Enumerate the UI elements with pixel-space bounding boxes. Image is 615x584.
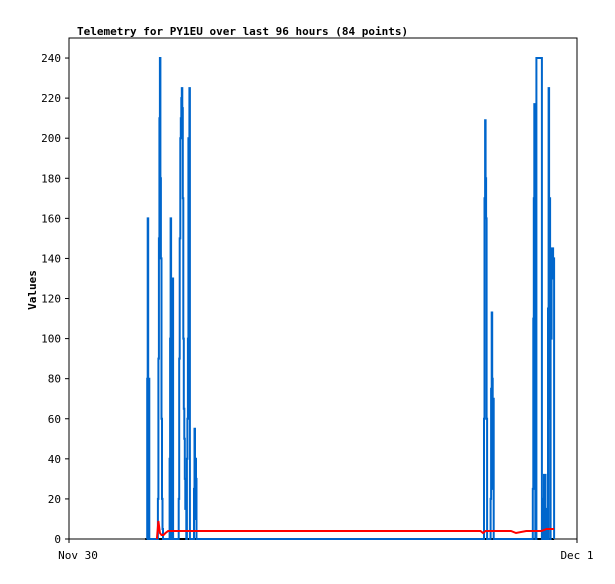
y-tick-label: 40 xyxy=(48,453,61,466)
y-tick-label: 60 xyxy=(48,413,61,426)
x-tick-label: Nov 30 xyxy=(58,549,98,562)
y-tick-label: 0 xyxy=(54,533,61,546)
y-tick-label: 80 xyxy=(48,373,61,386)
x-tick-label: Dec 1 xyxy=(560,549,593,562)
x-axis: Nov 30 Dec 1 xyxy=(58,539,594,562)
y-tick-label: 20 xyxy=(48,493,61,506)
y-tick-label: 100 xyxy=(41,333,61,346)
y-tick-label: 120 xyxy=(41,293,61,306)
series-layer xyxy=(145,57,556,540)
y-tick-label: 180 xyxy=(41,172,61,185)
y-tick-label: 220 xyxy=(41,92,61,105)
series-line-2 xyxy=(155,520,555,540)
chart-title: Telemetry for PY1EU over last 96 hours (… xyxy=(77,25,408,38)
y-tick-label: 240 xyxy=(41,52,61,65)
plot-area-frame xyxy=(68,37,578,540)
y-tick-label: 160 xyxy=(41,212,61,225)
y-axis-label: Values xyxy=(26,270,39,310)
series-line-1 xyxy=(146,57,556,540)
y-axis: 0 20 40 60 80 100 120 140 160 180 200 220 240 xyxy=(41,52,69,546)
y-tick-label: 200 xyxy=(41,132,61,145)
y-tick-label: 140 xyxy=(41,252,61,265)
